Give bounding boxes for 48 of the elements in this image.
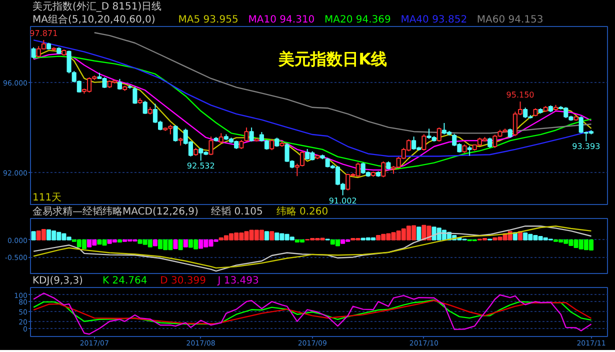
candlestick — [508, 128, 512, 138]
bar — [173, 239, 178, 250]
text: K 24.764 — [102, 276, 148, 286]
candlestick — [173, 124, 178, 142]
text: D 30.399 — [160, 276, 206, 286]
bar — [178, 239, 183, 250]
annotation: 97.871 — [30, 29, 58, 38]
candlestick — [132, 86, 138, 104]
candlestick — [244, 127, 249, 142]
annotation: 93.393 — [572, 142, 600, 152]
candlestick — [467, 146, 472, 156]
candlestick — [239, 139, 244, 150]
candlestick — [488, 137, 492, 148]
text: MA60 94.153 — [476, 14, 544, 26]
chart-title: KDJ(9,3,3) — [32, 276, 84, 286]
line-series — [32, 292, 592, 335]
text: MA20 94.369 — [324, 14, 391, 26]
bar — [270, 231, 274, 240]
candlestick — [208, 136, 214, 156]
text: 美元指数日K线 — [278, 50, 388, 68]
annotation: 92.532 — [186, 162, 215, 171]
candlestick — [422, 134, 426, 152]
bar — [183, 239, 188, 248]
text: MA5 93.955 — [178, 14, 238, 26]
candlestick — [142, 100, 148, 114]
legend-title: MA组合(5,10,20,40,60,0) — [32, 14, 156, 26]
text: MA10 94.310 — [248, 14, 315, 26]
bar — [152, 239, 158, 246]
annotation: 91.002 — [328, 196, 357, 206]
text: MA40 93.852 — [400, 14, 468, 26]
annotation: 111天 — [32, 192, 62, 204]
candlestick — [218, 132, 224, 144]
candlestick — [270, 138, 274, 151]
chart-title: 金易求精—经韬纬略MACD(12,26,9) — [32, 206, 199, 218]
bar — [264, 231, 270, 240]
line-series — [94, 32, 592, 134]
annotation: 95.150 — [506, 90, 534, 100]
candlestick — [249, 127, 254, 142]
candlestick — [436, 127, 442, 142]
text: 纬略 0.260 — [276, 206, 328, 218]
candlestick — [31, 46, 36, 60]
bar — [31, 231, 36, 240]
chart-title: 美元指数(外汇_D 8151)日线 — [32, 0, 162, 12]
series-label: J 13.493 — [216, 276, 259, 286]
bar — [117, 239, 122, 243]
bar — [416, 226, 422, 240]
text: 经韬 0.105 — [211, 206, 263, 218]
candlestick — [381, 160, 386, 178]
